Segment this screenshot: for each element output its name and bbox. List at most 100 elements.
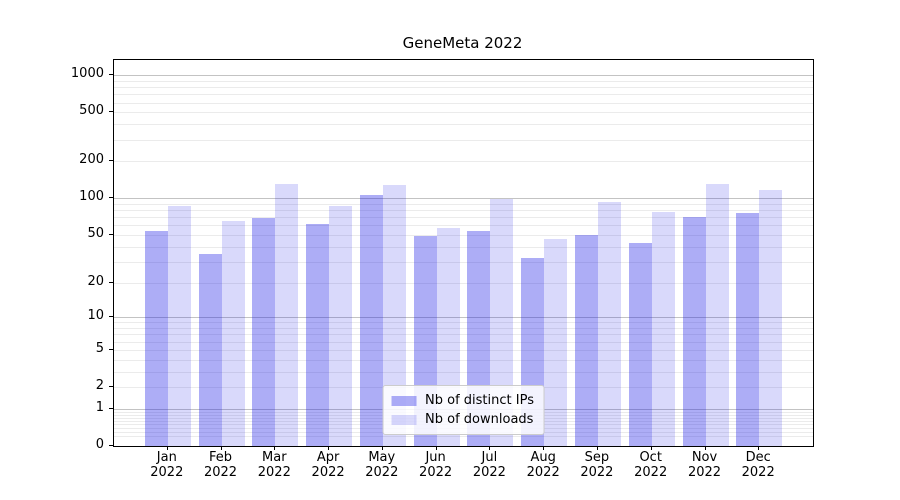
major-gridline xyxy=(114,317,813,319)
y-tick-mark xyxy=(109,160,113,162)
x-tick-mark xyxy=(489,446,491,450)
minor-gridline xyxy=(114,436,813,438)
bar-downloads-sep xyxy=(597,202,621,446)
y-tick-mark xyxy=(109,316,113,318)
legend-item-distinct-ips: Nb of distinct IPs xyxy=(391,391,534,410)
x-tick-mark xyxy=(328,446,330,450)
bar-distinct-ips-oct xyxy=(628,242,652,446)
legend-swatch-downloads xyxy=(391,414,417,425)
minor-gridline xyxy=(114,334,813,336)
x-tick-label: Sep 2022 xyxy=(580,450,614,480)
bar-distinct-ips-dec xyxy=(736,212,760,446)
bar-distinct-ips-sep xyxy=(574,235,598,446)
x-tick-label: Apr 2022 xyxy=(311,450,345,480)
minor-gridline xyxy=(114,328,813,330)
minor-gridline xyxy=(114,235,813,236)
x-tick-label: Jan 2022 xyxy=(150,450,184,480)
minor-gridline xyxy=(114,261,813,263)
y-tick-mark xyxy=(109,111,113,113)
x-tick-label: Nov 2022 xyxy=(687,450,722,480)
y-tick-label: 1 xyxy=(95,399,104,415)
x-tick-mark xyxy=(596,446,598,450)
bar-downloads-dec xyxy=(759,189,783,446)
x-tick-label: May 2022 xyxy=(365,450,399,480)
y-tick-mark xyxy=(109,197,113,199)
minor-gridline xyxy=(114,139,813,141)
minor-gridline xyxy=(114,161,813,163)
y-tick-mark xyxy=(109,234,113,235)
x-tick-mark xyxy=(220,446,222,450)
bar-downloads-jul xyxy=(490,199,514,446)
y-tick-label: 100 xyxy=(79,189,104,205)
y-tick-label: 200 xyxy=(79,152,104,168)
bar-distinct-ips-nov xyxy=(682,216,706,446)
minor-gridline xyxy=(114,322,813,324)
y-tick-label: 5 xyxy=(95,340,104,356)
minor-gridline xyxy=(114,359,813,361)
y-tick-mark xyxy=(109,386,113,388)
legend-swatch-distinct-ips xyxy=(391,395,417,406)
bar-distinct-ips-feb xyxy=(198,253,222,446)
minor-gridline xyxy=(114,341,813,343)
x-tick-mark xyxy=(704,446,706,450)
x-tick-mark xyxy=(274,446,276,450)
bar-downloads-nov xyxy=(705,183,729,446)
major-gridline xyxy=(114,75,813,77)
bar-downloads-apr xyxy=(329,206,353,446)
plot-area: Nb of distinct IPs Nb of downloads xyxy=(113,59,814,447)
bar-distinct-ips-apr xyxy=(306,223,330,446)
x-tick-mark xyxy=(166,446,168,450)
minor-gridline xyxy=(114,102,813,104)
minor-gridline xyxy=(114,349,813,351)
y-tick-label: 0 xyxy=(95,437,104,452)
minor-gridline xyxy=(114,371,813,373)
x-tick-label: Aug 2022 xyxy=(526,450,560,480)
y-tick-mark xyxy=(109,281,113,283)
x-tick-label: Dec 2022 xyxy=(741,450,775,480)
legend-item-downloads: Nb of downloads xyxy=(391,410,534,429)
minor-gridline xyxy=(114,112,813,114)
minor-gridline xyxy=(114,225,813,227)
minor-gridline xyxy=(114,210,813,212)
bar-downloads-jan xyxy=(167,205,191,446)
bar-downloads-oct xyxy=(651,212,675,446)
y-tick-mark xyxy=(109,407,113,409)
x-tick-mark xyxy=(381,446,383,450)
y-tick-label: 2 xyxy=(95,378,104,394)
minor-gridline xyxy=(114,217,813,219)
chart-title: GeneMeta 2022 xyxy=(402,34,523,52)
minor-gridline xyxy=(114,124,813,126)
y-tick-label: 500 xyxy=(79,103,104,119)
major-gridline xyxy=(114,198,813,200)
x-tick-label: Jun 2022 xyxy=(419,450,453,480)
legend: Nb of distinct IPs Nb of downloads xyxy=(382,385,545,435)
x-tick-mark xyxy=(758,446,760,450)
bar-distinct-ips-mar xyxy=(252,218,276,446)
minor-gridline xyxy=(114,282,813,284)
minor-gridline xyxy=(114,87,813,89)
bar-downloads-mar xyxy=(275,184,299,446)
minor-gridline xyxy=(114,204,813,205)
x-tick-label: Mar 2022 xyxy=(257,450,291,480)
bar-distinct-ips-may xyxy=(359,194,383,446)
x-tick-label: Jul 2022 xyxy=(472,450,506,480)
minor-gridline xyxy=(114,94,813,96)
bar-downloads-feb xyxy=(221,221,245,446)
x-tick-label: Feb 2022 xyxy=(203,450,238,480)
y-tick-label: 20 xyxy=(87,273,104,289)
y-tick-mark xyxy=(109,445,113,446)
bar-downloads-may xyxy=(382,184,406,446)
bar-downloads-aug xyxy=(544,239,568,446)
x-tick-label: Oct 2022 xyxy=(634,450,668,480)
legend-label-distinct-ips: Nb of distinct IPs xyxy=(425,393,534,408)
minor-gridline xyxy=(114,246,813,248)
legend-label-downloads: Nb of downloads xyxy=(425,412,534,427)
x-tick-mark xyxy=(543,446,545,450)
y-tick-label: 10 xyxy=(87,308,104,324)
x-tick-mark xyxy=(435,446,437,450)
y-tick-mark xyxy=(109,348,113,350)
minor-gridline xyxy=(114,80,813,82)
x-tick-mark xyxy=(650,446,652,450)
y-tick-mark xyxy=(109,74,113,76)
